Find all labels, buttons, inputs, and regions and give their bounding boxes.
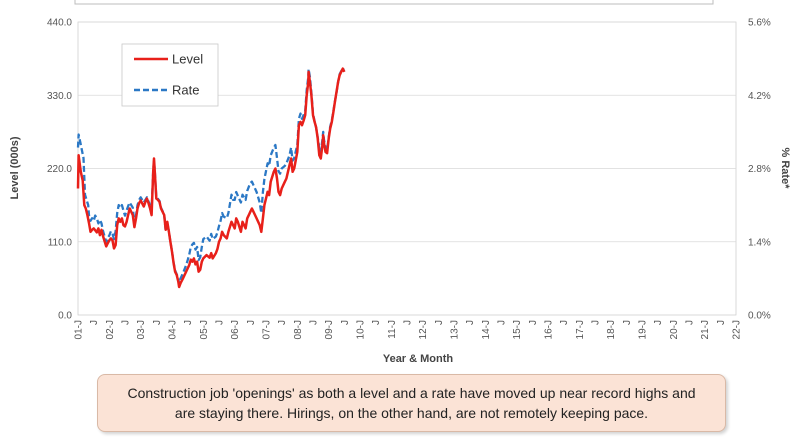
legend: Level Rate [121,43,219,107]
y-axis-title: Level (000s) [9,136,21,199]
y2-tick-label: 5.6% [748,18,771,29]
y2-tick-label: 1.4% [748,237,771,248]
x-tick-label: 14-J [481,320,492,339]
x-tick-label: 04-J [168,320,179,339]
x-tick-label: 21-J [700,320,711,339]
x-tick-label: J [497,320,508,325]
x-tick-label: J [371,320,382,325]
y2-tick-label: 0.0% [748,311,771,322]
x-tick-label: 16-J [544,320,555,339]
legend-label-rate: Rate [172,83,199,98]
series-lines [76,66,346,289]
caption-box: Construction job 'openings' as both a le… [97,374,726,432]
right-axis-ticks: 0.0% 1.4% 2.8% 4.2% 5.6% [748,18,771,322]
x-tick-label: 10-J [356,320,367,339]
y2-axis-title: % Rate* [779,148,791,190]
x-tick-label: J [309,320,320,325]
y2-tick-label: 4.2% [748,91,771,102]
x-tick-label: J [403,320,414,325]
y-tick-label: 0.0 [58,311,72,322]
x-tick-label: J [215,320,226,325]
x-tick-label: 05-J [199,320,210,339]
x-axis-title: Year & Month [383,353,454,365]
left-axis-ticks: 0.0 110.0 220.0 330.0 440.0 [47,18,72,322]
chart-top-frame [74,0,714,5]
x-tick-label: J [152,320,163,325]
x-tick-label: J [277,320,288,325]
y-tick-label: 220.0 [47,164,72,175]
y-tick-label: 110.0 [48,237,73,248]
x-tick-label: J [89,320,100,325]
y-tick-label: 440.0 [47,18,72,29]
x-tick-label: J [434,320,445,325]
x-tick-label: J [653,320,664,325]
x-tick-label: J [465,320,476,325]
x-tick-label: 08-J [293,320,304,339]
x-tick-label: 18-J [606,320,617,339]
x-tick-label: 07-J [262,320,273,339]
x-tick-label: 09-J [324,320,335,339]
x-tick-label: 15-J [512,320,523,339]
y-tick-label: 330.0 [47,91,72,102]
x-tick-label: J [591,320,602,325]
x-tick-label: 03-J [136,320,147,339]
legend-box [121,43,219,107]
x-tick-label: J [183,320,194,325]
x-tick-label: 22-J [732,320,743,339]
x-tick-label: 19-J [638,320,649,339]
x-tick-label: J [559,320,570,325]
x-tick-label: 01-J [74,320,85,339]
x-tick-label: 02-J [105,320,116,339]
x-axis-ticks: 01-J J 02-J J 03-J J 04-J J 05-J J 06-J J 07-J J 08-J J… [74,320,743,339]
x-tick-label: 20-J [669,320,680,339]
x-tick-label: J [121,320,132,325]
x-tick-label: 11-J [387,320,398,339]
x-tick-label: 13-J [450,320,461,339]
x-tick-label: J [528,320,539,325]
x-tick-label: 06-J [230,320,241,339]
x-tick-label: J [685,320,696,325]
y2-tick-label: 2.8% [748,164,771,175]
x-tick-label: J [246,320,257,325]
series-line-level [76,67,346,289]
x-tick-label: J [340,320,351,325]
legend-label-level: Level [172,52,203,67]
x-tick-label: 12-J [418,320,429,339]
x-tick-label: J [622,320,633,325]
x-tick-label: J [716,320,727,325]
x-tick-label: 17-J [575,320,586,339]
